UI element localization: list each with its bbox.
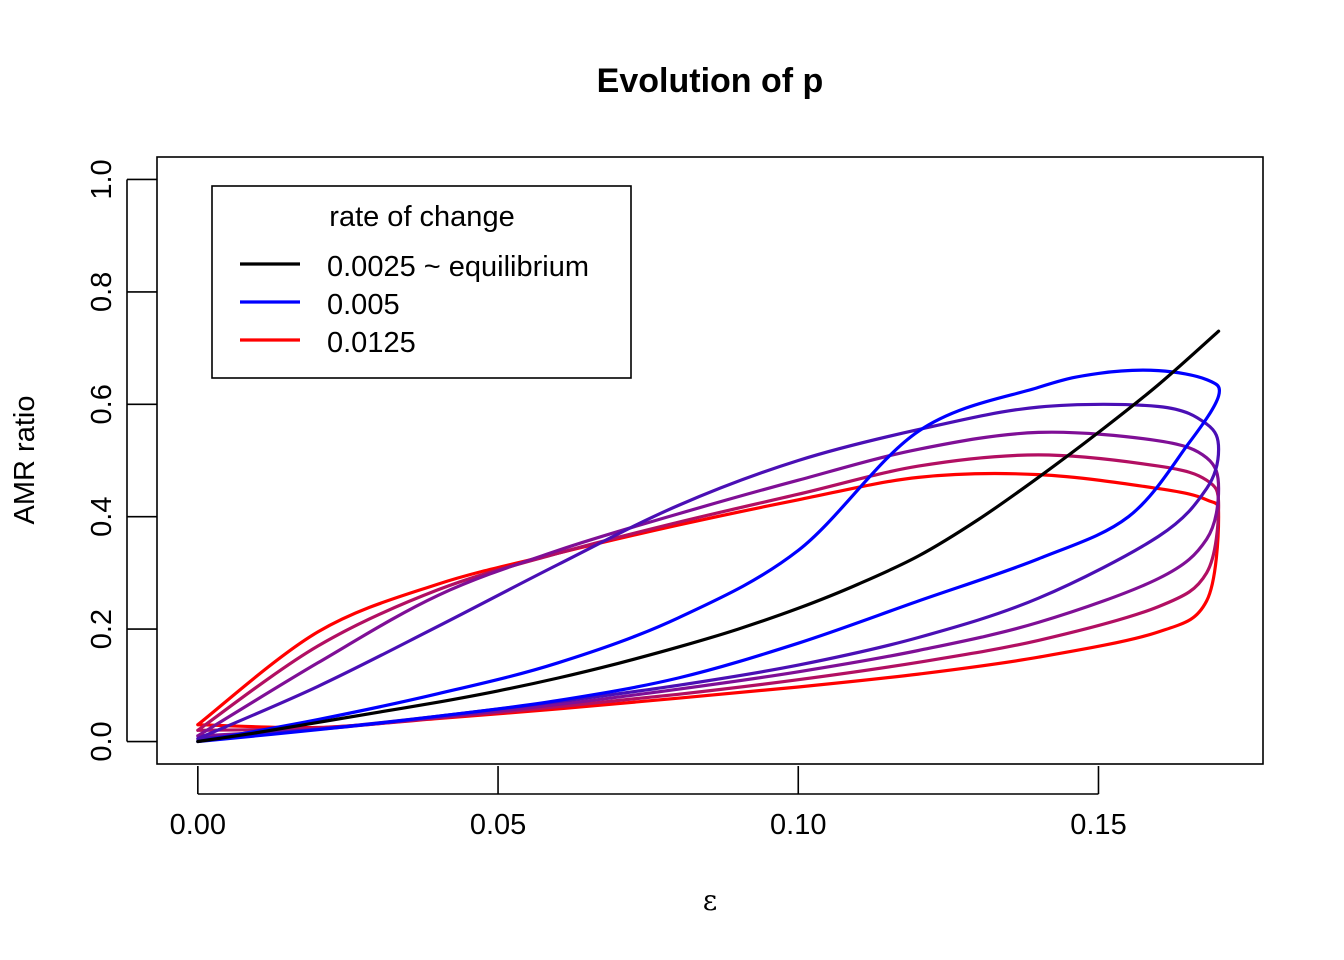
series-line-0 [196, 329, 1221, 744]
legend-box [211, 185, 632, 379]
y-axis-label: AMR ratio [9, 396, 41, 525]
y-tick-label: 0.4 [86, 497, 118, 537]
legend-label-black: 0.0025 ~ equilibrium [327, 251, 589, 283]
plot-frame [156, 156, 1264, 765]
x-tick-label: 0.00 [170, 809, 226, 841]
series-group [196, 329, 1221, 744]
y-tick-label: 0.8 [86, 272, 118, 312]
x-tick-label: 0.15 [1070, 809, 1126, 841]
x-axis-label: ε [703, 884, 718, 917]
y-tick-label: 1.0 [86, 159, 118, 199]
series-line-1 [196, 368, 1221, 744]
y-axis: 0.0 0.2 0.4 0.6 0.8 1.0 [86, 159, 157, 762]
x-tick-label: 0.05 [470, 809, 526, 841]
legend-label-red: 0.0125 [327, 327, 416, 359]
legend: rate of change 0.0025 ~ equilibrium 0.00… [211, 185, 632, 379]
x-axis: 0.00 0.05 0.10 0.15 [170, 766, 1127, 841]
y-tick-label: 0.2 [86, 609, 118, 649]
chart-title: Evolution of p [597, 62, 824, 100]
series-line-2 [196, 402, 1221, 741]
x-tick-label: 0.10 [770, 809, 826, 841]
legend-title: rate of change [329, 201, 514, 233]
series-line-4 [196, 453, 1221, 732]
legend-label-blue: 0.005 [327, 289, 400, 321]
series-line-3 [196, 430, 1221, 738]
y-tick-label: 0.0 [86, 721, 118, 761]
y-tick-label: 0.6 [86, 384, 118, 424]
